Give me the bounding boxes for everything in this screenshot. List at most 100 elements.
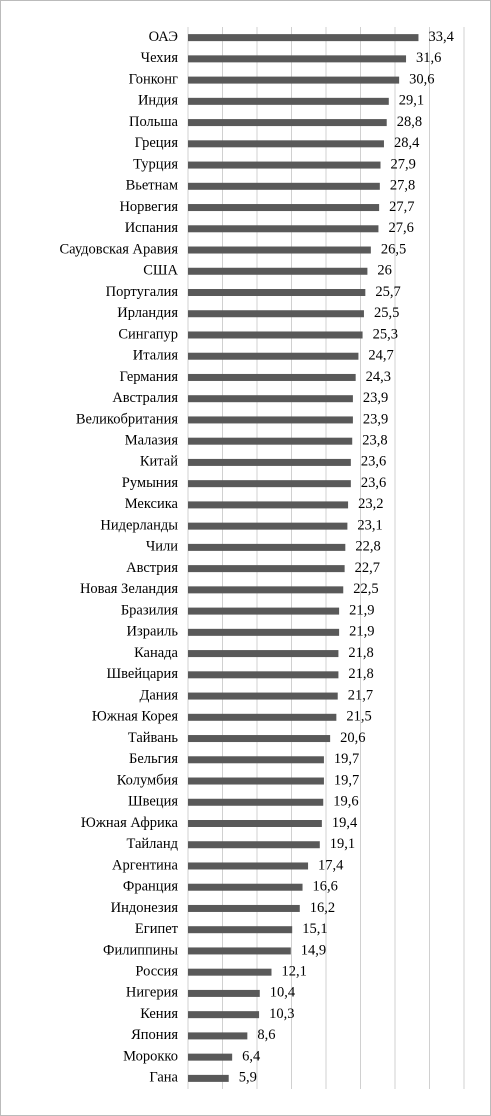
bar: [188, 756, 324, 764]
bar: [188, 34, 419, 42]
value-label: 17,4: [318, 857, 344, 873]
bar: [188, 161, 381, 169]
bar: [188, 947, 291, 955]
y-tick-label: Морокко: [123, 1048, 178, 1064]
y-tick-label: Чехия: [141, 50, 179, 66]
bar: [188, 97, 389, 105]
bar: [188, 883, 303, 891]
y-tick-label: Китай: [140, 454, 178, 470]
value-label: 23,8: [362, 433, 387, 449]
y-tick-label: Греция: [135, 135, 179, 151]
value-label: 24,3: [366, 369, 391, 385]
bar: [188, 777, 324, 785]
y-tick-label: Норвегия: [119, 199, 178, 215]
y-tick-label: Румыния: [122, 475, 179, 491]
value-label: 21,5: [346, 709, 371, 725]
value-label: 19,6: [333, 794, 358, 810]
value-label: 16,2: [310, 900, 335, 916]
y-tick-label: Гана: [149, 1070, 178, 1086]
value-label: 28,8: [397, 114, 422, 130]
bar: [188, 522, 348, 530]
bar: [188, 140, 384, 148]
bar: [188, 480, 351, 488]
value-label: 23,9: [363, 411, 388, 427]
value-label: 16,6: [313, 879, 338, 895]
value-label: 19,1: [330, 836, 355, 852]
value-label: 27,8: [390, 178, 415, 194]
value-label: 28,4: [394, 135, 420, 151]
value-label: 14,9: [301, 942, 326, 958]
value-label: 31,6: [416, 50, 441, 66]
value-label: 27,9: [391, 156, 416, 172]
y-tick-label: ОАЭ: [149, 29, 178, 45]
y-tick-label: Россия: [135, 964, 178, 980]
value-label: 22,5: [353, 581, 378, 597]
bar: [188, 968, 272, 976]
y-tick-label: Франция: [123, 879, 178, 895]
y-tick-label: Испания: [125, 220, 179, 236]
y-tick-label: США: [143, 263, 178, 279]
y-tick-label: Индонезия: [111, 900, 179, 916]
value-label: 20,6: [340, 730, 365, 746]
y-tick-label: Португалия: [106, 284, 179, 300]
y-tick-label: Нидерланды: [100, 517, 178, 533]
y-tick-label: Саудовская Аравия: [59, 241, 178, 257]
value-label: 19,7: [334, 751, 359, 767]
y-tick-label: Чили: [146, 539, 178, 555]
bar: [188, 119, 387, 127]
y-tick-label: Нигерия: [126, 985, 178, 1001]
y-tick-label: Австралия: [112, 390, 178, 406]
bar: [188, 1053, 233, 1061]
y-tick-label: Вьетнам: [126, 178, 178, 194]
value-label: 21,8: [348, 645, 373, 661]
bar: [188, 246, 371, 254]
y-tick-label: Бельгия: [129, 751, 178, 767]
bar: [188, 565, 345, 573]
bar: [188, 989, 260, 997]
value-label: 23,6: [361, 475, 386, 491]
y-tick-label: Индия: [138, 93, 178, 109]
y-tick-label: Гонконг: [129, 71, 178, 87]
y-tick-label: Аргентина: [112, 857, 179, 873]
bar: [188, 373, 356, 381]
value-label: 21,9: [349, 602, 374, 618]
bar: [188, 310, 364, 318]
bar: [188, 55, 407, 63]
y-tick-label: Малазия: [125, 433, 179, 449]
y-tick-label: Дания: [139, 687, 178, 703]
bar: [188, 798, 324, 806]
y-tick-label: Польша: [129, 114, 179, 130]
value-label: 10,3: [269, 1006, 294, 1022]
bar: [188, 437, 353, 445]
value-label: 8,6: [257, 1027, 275, 1043]
value-label: 23,2: [358, 496, 383, 512]
bar: [188, 841, 320, 849]
value-label: 25,3: [373, 326, 398, 342]
bar: [188, 395, 353, 403]
value-label: 23,6: [361, 454, 386, 470]
y-tick-label: Япония: [131, 1027, 178, 1043]
bar: [188, 458, 351, 466]
bar: [188, 735, 331, 743]
bar: [188, 289, 366, 296]
value-label: 30,6: [409, 71, 434, 87]
value-label: 19,7: [334, 772, 359, 788]
value-label: 21,8: [348, 666, 373, 682]
value-label: 6,4: [242, 1048, 261, 1064]
value-label: 26,5: [381, 241, 406, 257]
bar: [188, 501, 349, 509]
y-tick-label: Сингапур: [118, 326, 178, 342]
bar: [188, 904, 300, 912]
value-label: 29,1: [399, 93, 424, 109]
bar: [188, 862, 309, 870]
value-label: 22,7: [355, 560, 380, 576]
bar: [188, 352, 359, 360]
bar: [188, 331, 363, 339]
bar: [188, 692, 338, 700]
bar: [188, 225, 379, 233]
value-label: 22,8: [355, 539, 380, 555]
y-tick-label: Канада: [134, 645, 178, 661]
y-tick-label: Италия: [133, 348, 179, 364]
value-label: 33,4: [428, 29, 454, 45]
